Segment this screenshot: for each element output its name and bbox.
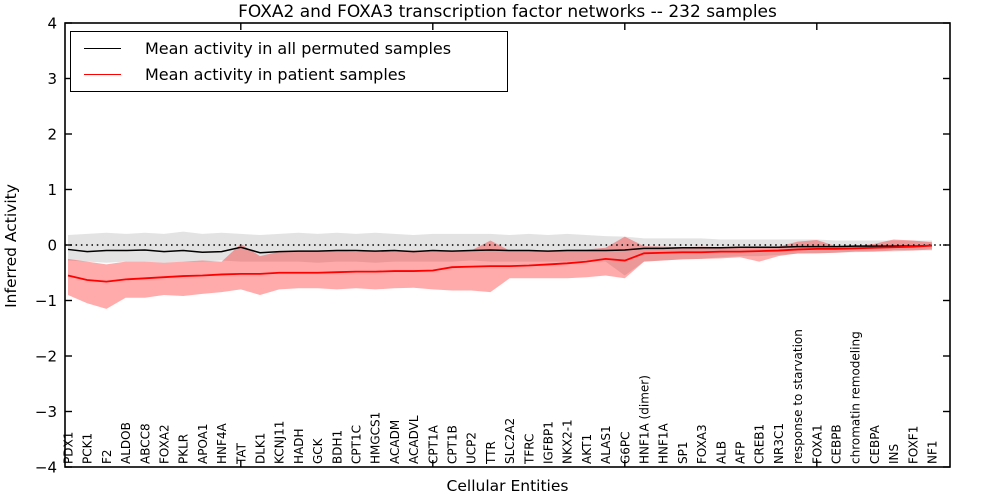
x-entity-label: ALB [714, 441, 728, 464]
x-entity-label: HADH [292, 429, 306, 465]
x-entity-label: UCP2 [465, 432, 479, 464]
y-tick-label: −2 [35, 348, 57, 366]
legend-line-sample-black [84, 48, 121, 49]
x-entity-label: ACADVL [407, 415, 421, 464]
y-tick-label: −3 [35, 403, 57, 421]
y-tick-label: 2 [47, 126, 57, 144]
y-tick-label: −1 [35, 292, 57, 310]
x-entity-label: HNF1A (dimer) [638, 375, 652, 464]
x-entity-label: TFRC [522, 434, 536, 465]
x-entity-label: SP1 [676, 442, 690, 465]
x-entity-label: FOXA1 [810, 424, 824, 464]
x-entity-label: NKX2-1 [561, 419, 575, 464]
y-axis-label: Inferred Activity [2, 184, 20, 308]
x-entity-label: ALAS1 [599, 425, 613, 464]
x-entity-label: NF1 [926, 440, 940, 464]
x-entity-label: NR3C1 [772, 423, 786, 464]
x-entity-label: SLC2A2 [503, 418, 517, 464]
chart-title: FOXA2 and FOXA3 transcription factor net… [238, 2, 777, 22]
legend-item-patient: Mean activity in patient samples [71, 65, 507, 84]
x-entity-label: CREB1 [753, 424, 767, 464]
x-entity-label: BDH1 [330, 430, 344, 464]
permuted-mean-line [67, 244, 933, 254]
x-entity-label: HNF4A [215, 422, 229, 464]
patient-mean-line [67, 244, 933, 283]
permuted-std-band [68, 231, 932, 276]
x-entity-label: CPT1B [446, 425, 460, 464]
x-entity-label: PCK1 [81, 433, 95, 464]
x-entity-label: TTR [484, 441, 498, 465]
x-entity-label: ACADM [388, 420, 402, 464]
x-entity-label: G6PC [618, 431, 632, 464]
x-entity-label: GCK [311, 437, 325, 464]
patient-std-band [68, 236, 932, 309]
legend: Mean activity in all permuted samples Me… [70, 31, 508, 92]
x-entity-label: CEBPA [868, 424, 882, 464]
x-entity-label: HNF1A [657, 422, 671, 464]
legend-line-sample-red [84, 74, 121, 75]
x-axis-label: Cellular Entities [446, 477, 569, 495]
x-entity-label: ALDOB [119, 422, 133, 464]
x-entity-label: F2 [100, 449, 114, 464]
x-entity-label: CPT1A [426, 424, 440, 464]
y-tick-label: 1 [47, 181, 57, 199]
x-entity-label: chromatin remodeling [849, 331, 863, 464]
legend-item-permuted: Mean activity in all permuted samples [71, 39, 507, 58]
x-entity-label: DLK1 [254, 433, 268, 464]
x-entity-label: ABCC8 [138, 423, 152, 464]
x-entity-label: KCNJ11 [273, 421, 287, 464]
y-tick-label: 3 [47, 70, 57, 88]
x-entity-label: TAT [234, 442, 248, 465]
x-entity-label: response to starvation [791, 329, 805, 464]
x-entity-label: PKLR [177, 434, 191, 464]
x-entity-label: AKT1 [580, 434, 594, 464]
x-entity-label: INS [887, 444, 901, 464]
x-entity-label: AFP [734, 442, 748, 464]
x-entity-label: PDX1 [62, 432, 76, 464]
x-entity-label: APOA1 [196, 423, 210, 464]
x-entity-label: FOXA2 [158, 424, 172, 464]
x-entity-label: CEBPB [830, 424, 844, 464]
legend-label-patient: Mean activity in patient samples [145, 65, 406, 84]
y-tick-label: 0 [47, 237, 57, 255]
x-entity-label: IGFBP1 [542, 421, 556, 464]
x-entity-label: FOXA3 [695, 424, 709, 464]
legend-label-permuted: Mean activity in all permuted samples [145, 39, 452, 58]
y-tick-label: 4 [47, 15, 57, 33]
x-entity-label: HMGCS1 [369, 412, 383, 464]
x-entity-label: CPT1C [350, 425, 364, 464]
y-tick-label: −4 [35, 459, 57, 477]
x-entity-label: FOXF1 [906, 426, 920, 464]
